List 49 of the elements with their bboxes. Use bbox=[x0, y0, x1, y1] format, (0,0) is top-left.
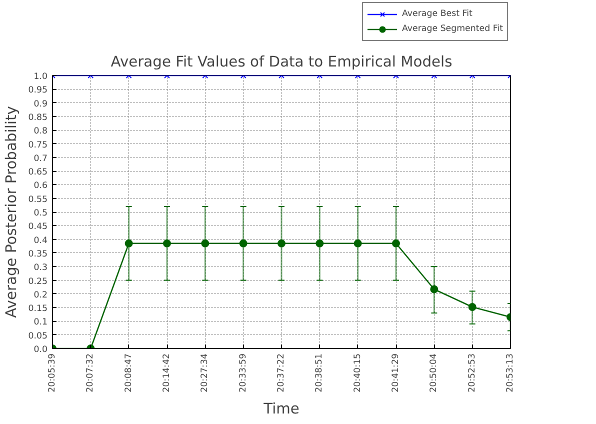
x-tick-label: 20:50:04 bbox=[429, 353, 440, 392]
x-tick-label: 20:37:22 bbox=[276, 353, 286, 392]
chart-title: Average Fit Values of Data to Empirical Models bbox=[110, 54, 452, 70]
point bbox=[316, 239, 324, 248]
y-tick-label: 0.25 bbox=[28, 276, 48, 287]
y-axis-title: Average Posterior Probability bbox=[3, 106, 20, 318]
point bbox=[430, 285, 438, 294]
y-tick-label: 0.95 bbox=[28, 86, 48, 96]
y-tick-label: 0.8 bbox=[34, 126, 48, 137]
y-tick-label: 0.05 bbox=[28, 331, 48, 342]
x-tick-label: 20:40:15 bbox=[352, 353, 363, 392]
x-tick-label: 20:41:29 bbox=[391, 353, 401, 392]
y-tick-label: 0.65 bbox=[28, 168, 48, 178]
x-tick-label: 20:07:32 bbox=[86, 353, 96, 392]
x-tick-label: 20:05:39 bbox=[48, 353, 58, 392]
x-tick-label: 20:38:51 bbox=[314, 353, 325, 392]
x-tick-label: 20:52:53 bbox=[467, 353, 478, 392]
point bbox=[354, 239, 362, 248]
x-axis-title: Time bbox=[262, 400, 300, 418]
point bbox=[278, 239, 286, 248]
point bbox=[239, 239, 248, 248]
y-tick-label: 0.1 bbox=[34, 318, 48, 328]
y-tick-label: 0.9 bbox=[34, 99, 48, 110]
y-tick-label: 0.45 bbox=[28, 222, 48, 232]
y-tick-label: 1.0 bbox=[34, 72, 48, 82]
y-tick-label: 0.55 bbox=[28, 194, 48, 205]
point bbox=[163, 239, 171, 248]
y-tick-label: 0.7 bbox=[34, 154, 48, 164]
legend-label: Average Best Fit bbox=[402, 8, 472, 21]
y-tick-label: 0.75 bbox=[28, 140, 48, 150]
point bbox=[392, 239, 400, 248]
x-tick-label: 20:14:42 bbox=[162, 353, 172, 392]
x-tick-label: 20:53:13 bbox=[506, 353, 516, 392]
y-tick-label: 0.3 bbox=[34, 263, 48, 274]
y-tick-label: 0.4 bbox=[34, 236, 48, 246]
legend-label: Average Segmented Fit bbox=[402, 23, 503, 36]
x-tick-label: 20:33:59 bbox=[238, 353, 248, 392]
y-tick-label: 0.6 bbox=[34, 181, 48, 192]
y-tick-label: 0.0 bbox=[34, 345, 48, 355]
y-tick-label: 0.15 bbox=[28, 304, 48, 314]
x-tick-label: 20:27:34 bbox=[200, 353, 210, 392]
y-tick-label: 0.2 bbox=[34, 290, 48, 300]
point bbox=[124, 239, 133, 248]
y-tick-label: 0.35 bbox=[28, 249, 48, 260]
x-tick-label: 20:08:47 bbox=[124, 353, 134, 392]
point bbox=[201, 239, 210, 248]
y-tick-label: 0.85 bbox=[28, 112, 48, 123]
y-tick-label: 0.5 bbox=[34, 208, 48, 218]
point bbox=[468, 303, 476, 311]
